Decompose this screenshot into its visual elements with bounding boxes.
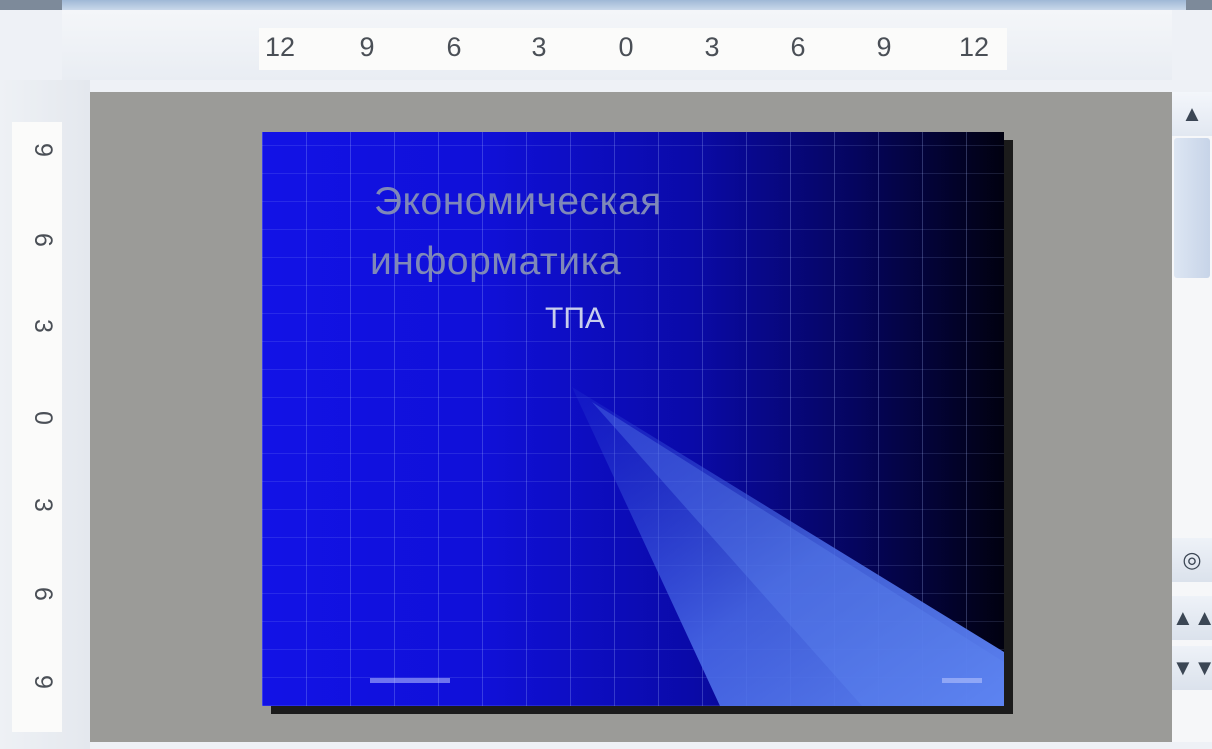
hruler-tick: 3: [531, 32, 547, 62]
window-top-strip: [0, 0, 1212, 10]
vertical-ruler[interactable]: 9 6 3 0 3 6 9: [0, 80, 90, 749]
slide-footer-left: [370, 678, 450, 683]
hruler-tick: 6: [790, 32, 806, 62]
horizontal-ruler-active-area: [259, 28, 1007, 70]
vruler-tick: 6: [29, 587, 57, 601]
vruler-tick: 3: [29, 498, 57, 512]
vertical-ruler-active-area: [12, 122, 62, 732]
hruler-tick: 12: [958, 32, 990, 62]
slide-preview[interactable]: Экономическая информатика ТПА: [262, 132, 1004, 706]
previous-slide-icon[interactable]: ▲▲: [1172, 596, 1212, 640]
next-slide-icon[interactable]: ▼▼: [1172, 646, 1212, 690]
vruler-tick: 3: [29, 319, 57, 333]
slide-beam-graphic: [572, 387, 1004, 706]
horizontal-ruler[interactable]: 12 9 6 3 0 3 6 9 12: [62, 10, 1172, 80]
hruler-tick: 12: [264, 32, 296, 62]
slide-title-line-2: информатика: [370, 240, 622, 283]
top-left-corner: [0, 0, 62, 10]
vruler-tick: 9: [29, 143, 57, 157]
hruler-tick: 3: [704, 32, 720, 62]
slide-title-line-1: Экономическая: [374, 180, 662, 223]
hruler-tick: 0: [618, 32, 634, 62]
vertical-scrollbar[interactable]: ▲ ◎ ▲▲ ▼▼: [1172, 92, 1212, 742]
select-browse-object-icon[interactable]: ◎: [1172, 538, 1212, 582]
slide-subtitle: ТПА: [545, 302, 605, 335]
scroll-up-icon[interactable]: ▲: [1172, 92, 1212, 136]
vruler-tick: 0: [29, 411, 57, 425]
vruler-tick: 6: [29, 233, 57, 247]
top-right-corner: [1186, 0, 1212, 10]
hruler-tick: 6: [446, 32, 462, 62]
scroll-thumb[interactable]: [1174, 138, 1210, 278]
vruler-tick: 9: [29, 675, 57, 689]
hruler-tick: 9: [359, 32, 375, 62]
slide-footer-right: [942, 678, 982, 683]
hruler-tick: 9: [876, 32, 892, 62]
